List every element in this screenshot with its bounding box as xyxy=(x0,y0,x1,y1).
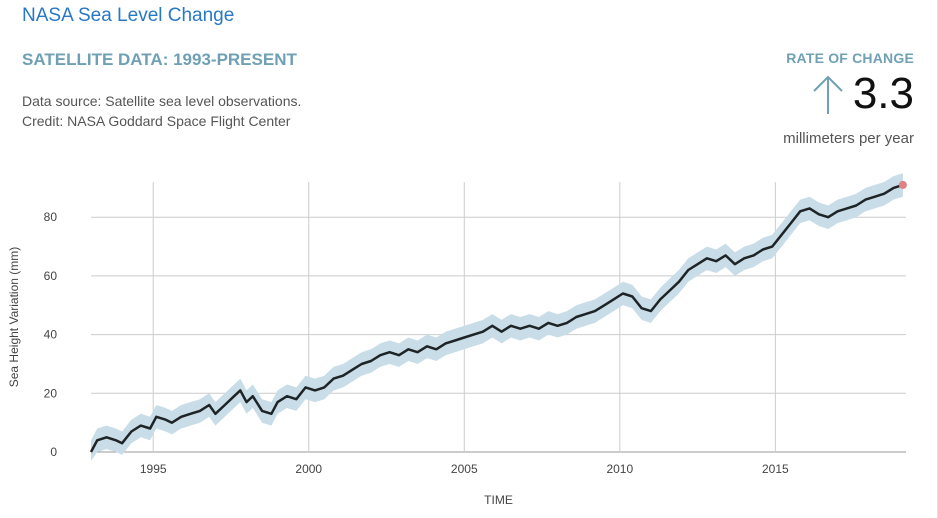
y-tick-label: 60 xyxy=(44,269,58,283)
x-axis-title: TIME xyxy=(484,493,513,507)
y-axis-title: Sea Height Variation (mm) xyxy=(7,247,21,388)
sea-level-chart: 0 20 40 60 80 1995 2000 2005 2010 2015 Sea Height… xyxy=(7,173,907,507)
data-source-block: Data source: Satellite sea level observa… xyxy=(22,91,301,131)
arrow-up-icon xyxy=(813,75,843,114)
x-tick-label: 2010 xyxy=(606,462,633,476)
y-tick-label: 40 xyxy=(44,328,58,342)
rate-label: RATE OF CHANGE xyxy=(786,50,914,66)
rate-value: 3.3 xyxy=(852,69,914,118)
rate-of-change-panel: RATE OF CHANGE 3.3 millimeters per year xyxy=(714,50,914,147)
rate-row: 3.3 xyxy=(714,69,914,118)
x-tick-label: 1995 xyxy=(140,462,167,476)
y-tick-label: 80 xyxy=(44,210,58,224)
axis-labels: 0 20 40 60 80 1995 2000 2005 2010 2015 xyxy=(44,210,789,476)
page-title[interactable]: NASA Sea Level Change xyxy=(22,5,235,26)
x-tick-label: 2015 xyxy=(762,462,789,476)
uncertainty-band xyxy=(91,173,903,461)
section-title: SATELLITE DATA: 1993-PRESENT xyxy=(22,50,297,69)
x-tick-label: 2005 xyxy=(451,462,478,476)
grid xyxy=(91,182,906,453)
rate-unit: millimeters per year xyxy=(783,130,914,147)
y-tick-label: 20 xyxy=(44,386,58,400)
data-source-text: Data source: Satellite sea level observa… xyxy=(22,93,302,109)
x-tick-label: 2000 xyxy=(295,462,322,476)
series-line xyxy=(89,183,904,453)
y-tick-label: 0 xyxy=(50,445,57,459)
latest-data-point[interactable] xyxy=(898,180,907,189)
credit-text: Credit: NASA Goddard Space Flight Center xyxy=(22,113,291,129)
